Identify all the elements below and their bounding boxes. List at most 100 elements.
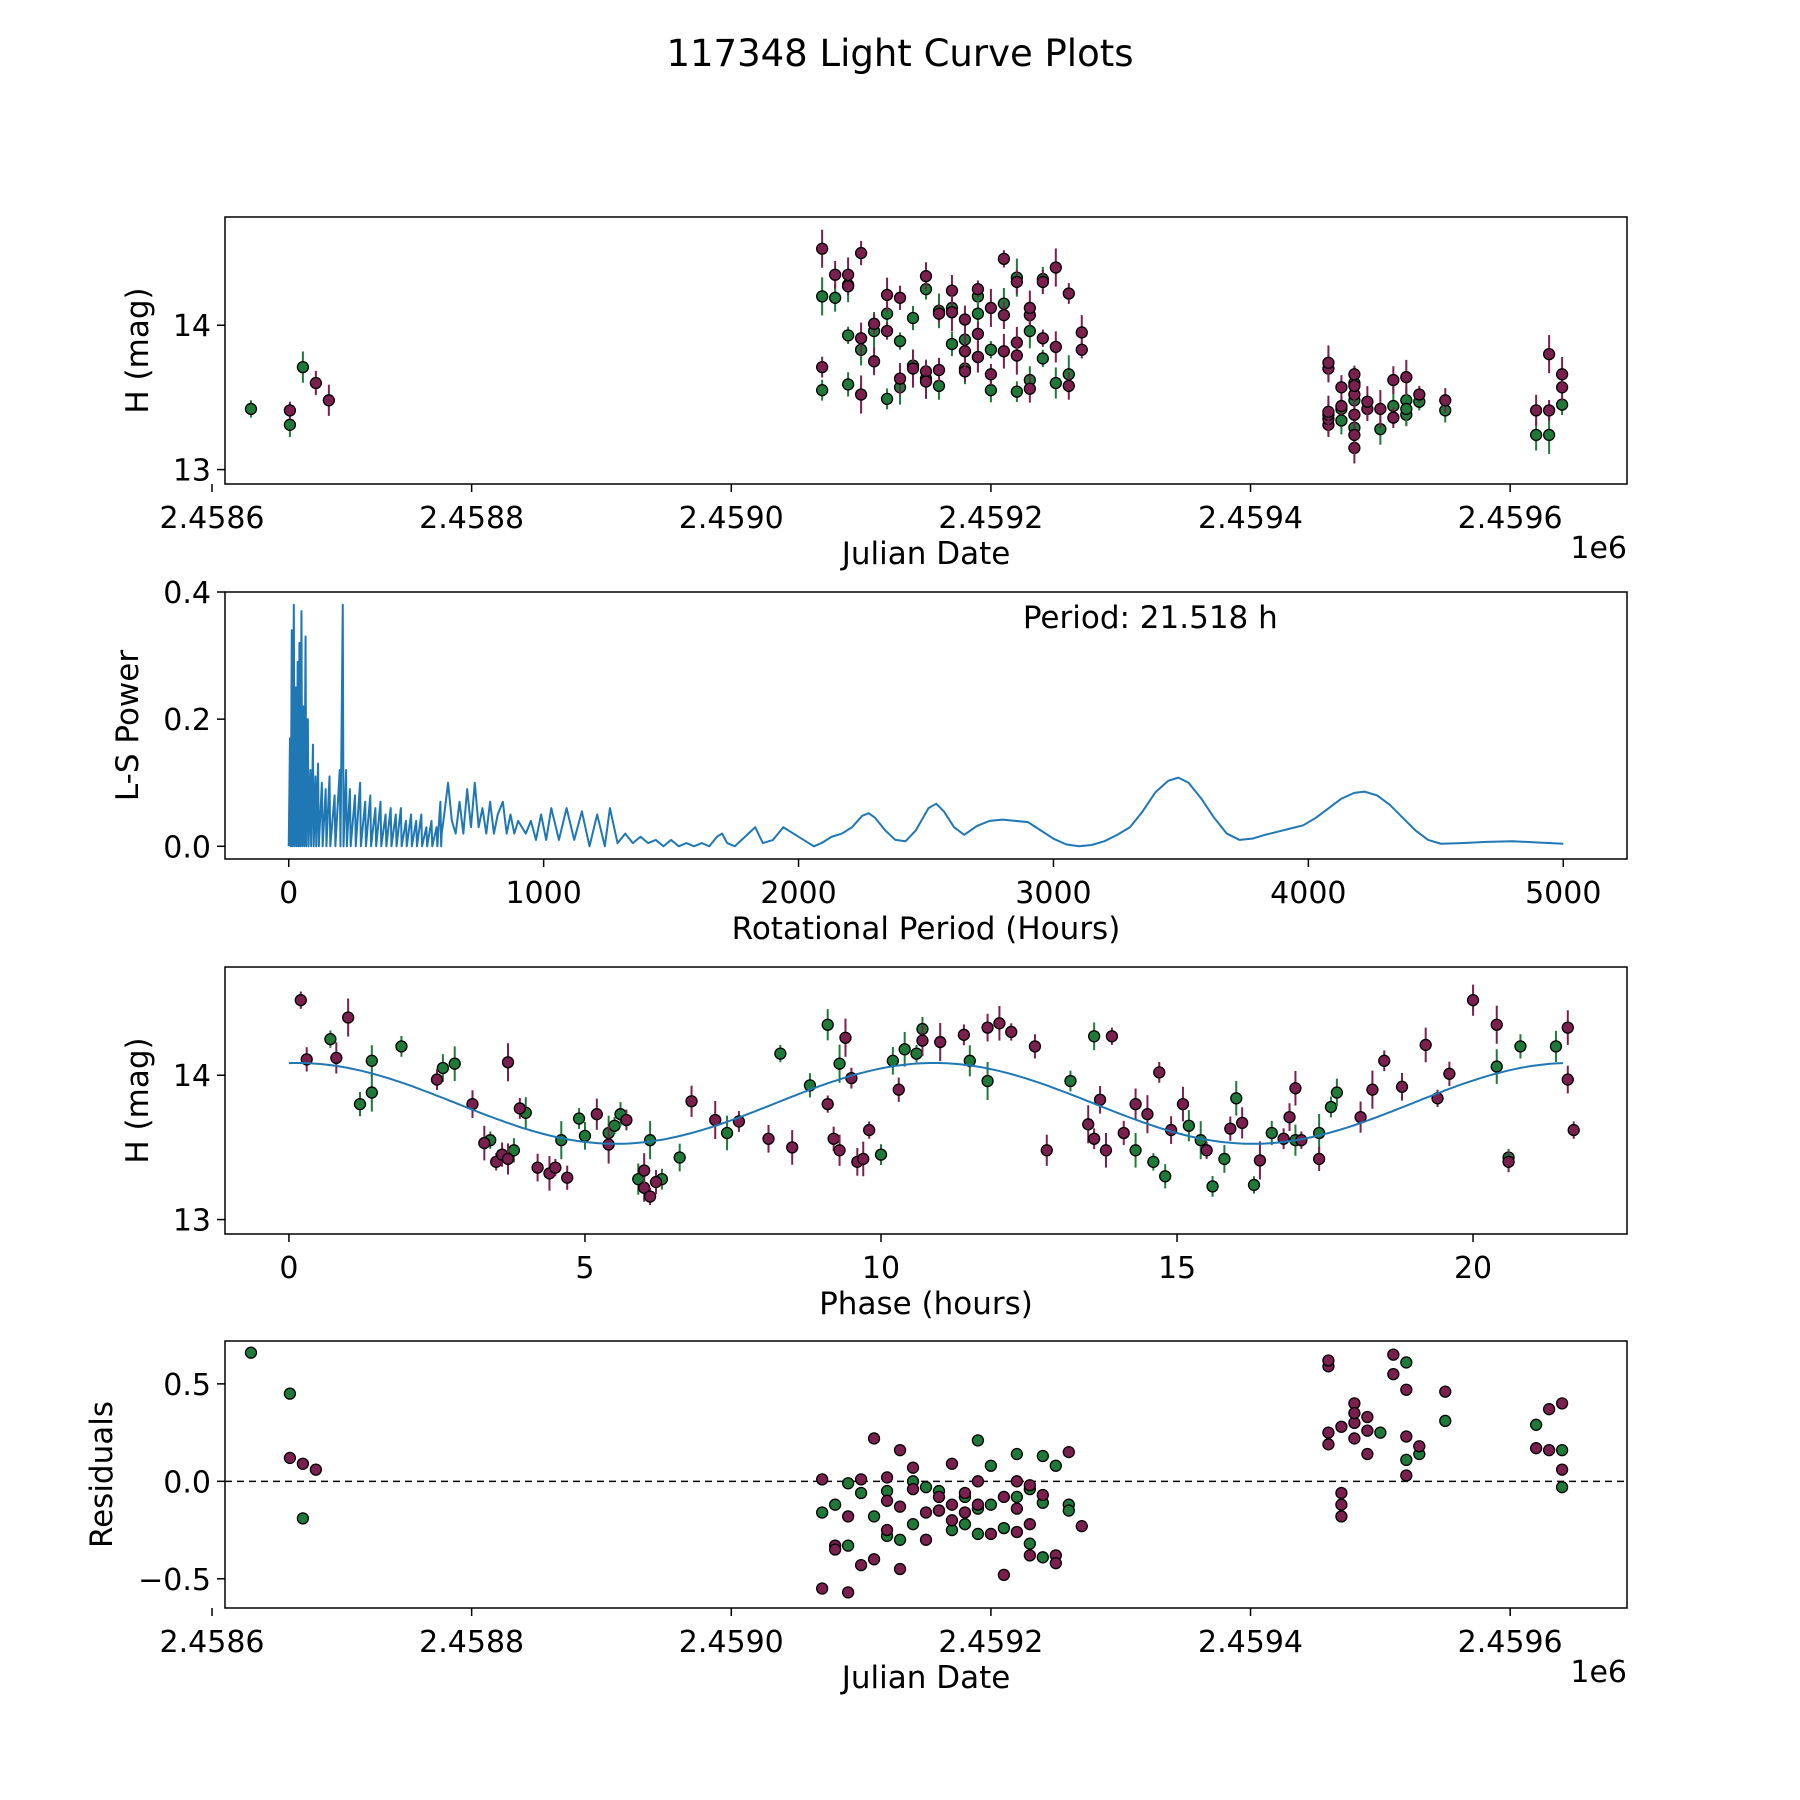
data-point-purple (1283, 1110, 1296, 1124)
data-point-purple (906, 1461, 920, 1474)
data-point-purple (1049, 1557, 1062, 1570)
y-tick-label: 0.0 (163, 830, 211, 865)
data-point-purple (1348, 408, 1361, 421)
y-axis-label: H (mag) (120, 1037, 156, 1163)
data-point-purple (1374, 402, 1387, 416)
data-point-purple (841, 280, 855, 293)
data-point-purple (945, 1457, 959, 1470)
data-point-purple (893, 372, 907, 385)
data-point-green (1247, 1178, 1261, 1192)
y-axis-label: Residuals (84, 1401, 120, 1548)
data-point-purple (1335, 1420, 1348, 1433)
data-point-green (984, 1498, 998, 1511)
data-point-purple (1075, 326, 1088, 339)
data-point-purple (1348, 368, 1361, 381)
data-point-purple (1335, 399, 1348, 413)
data-point-purple (590, 1108, 603, 1121)
x-tick-label: 2.4588 (419, 501, 524, 536)
axes-frame (224, 591, 1628, 860)
data-point-green (1062, 1504, 1075, 1517)
data-point-purple (309, 1463, 323, 1476)
plot-area (244, 1346, 1569, 1599)
data-point-green (833, 1057, 846, 1070)
data-point-purple (880, 324, 894, 338)
data-point-purple (330, 1051, 343, 1065)
data-point-green (283, 418, 297, 431)
data-point-purple (1348, 428, 1361, 442)
data-point-purple (827, 1132, 840, 1145)
data-point-purple (958, 345, 972, 358)
data-point-purple (531, 1161, 544, 1174)
data-point-purple (1322, 1354, 1335, 1367)
x-axis-label: Julian Date (840, 1660, 1011, 1696)
data-point-purple (854, 246, 868, 260)
data-point-purple (685, 1095, 698, 1108)
data-point-purple (1555, 368, 1569, 381)
data-point-purple (893, 1562, 907, 1576)
x-tick-label: 2.4596 (1458, 1625, 1563, 1660)
data-point-purple (1348, 1432, 1361, 1445)
data-point-purple (1023, 1549, 1037, 1562)
data-point-purple (1117, 1126, 1130, 1140)
data-point-purple (1439, 394, 1452, 407)
data-point-purple (1253, 1154, 1267, 1167)
data-point-green (828, 291, 842, 304)
data-point-purple (984, 301, 998, 315)
data-point-purple (993, 1017, 1006, 1030)
data-point-purple (643, 1190, 657, 1203)
model-fit-curve (288, 1062, 1563, 1145)
data-point-purple (283, 404, 297, 417)
data-point-purple (867, 1553, 881, 1566)
x-axis-label: Phase (hours) (819, 1286, 1033, 1322)
data-point-purple (1023, 301, 1037, 315)
data-point-green (1230, 1092, 1243, 1105)
data-point-purple (1087, 1132, 1101, 1145)
data-point-purple (919, 1506, 933, 1519)
data-point-purple (1348, 1406, 1361, 1420)
data-point-purple (1289, 1082, 1302, 1095)
data-point-green (867, 1510, 881, 1523)
data-point-purple (932, 307, 946, 320)
data-point-purple (1075, 1519, 1088, 1533)
data-point-purple (649, 1175, 663, 1189)
data-point-purple (1542, 1443, 1556, 1457)
axes-frame (224, 216, 1628, 485)
data-point-purple (1153, 1066, 1166, 1079)
data-point-green (874, 1148, 888, 1161)
data-point-purple (828, 1543, 842, 1556)
x-tick-label: 20 (1454, 1251, 1492, 1286)
ls-power-line (287, 603, 1564, 848)
data-point-green (353, 1097, 367, 1111)
data-point-green (1023, 324, 1037, 338)
x-tick-label: 1000 (505, 876, 581, 911)
data-point-green (1087, 1030, 1101, 1043)
x-tick-label: 2.4592 (938, 1625, 1043, 1660)
data-point-green (958, 1518, 972, 1531)
data-point-green (1514, 1040, 1527, 1053)
data-point-green (1049, 1459, 1062, 1472)
data-point-purple (513, 1102, 526, 1115)
data-point-purple (1049, 340, 1062, 354)
data-point-purple (1010, 275, 1024, 289)
data-point-green (1335, 414, 1348, 427)
x-tick-label: 2.4592 (938, 501, 1043, 536)
data-point-green (1036, 1449, 1049, 1463)
data-point-purple (1387, 1367, 1400, 1381)
periodogram-panel: 0 1000 2000 3000 4000 5000 0.0 0.2 0.4 Rotational… (110, 576, 1628, 947)
data-point-purple (828, 268, 842, 281)
data-point-purple (880, 1523, 894, 1537)
data-point-purple (1322, 1438, 1335, 1451)
data-point-green (365, 1086, 378, 1099)
y-tick-label: 13 (173, 454, 211, 489)
data-point-purple (1400, 1383, 1413, 1396)
data-point-green (436, 1061, 450, 1075)
data-point-green (365, 1054, 378, 1067)
y-tick-label: 14 (173, 309, 211, 344)
data-point-green (945, 337, 959, 351)
x-axis-label: Rotational Period (Hours) (732, 911, 1121, 947)
y-axis-label: H (mag) (120, 287, 156, 413)
data-point-purple (1555, 1397, 1569, 1410)
data-point-green (1147, 1155, 1160, 1168)
data-point-green (1324, 1100, 1338, 1114)
